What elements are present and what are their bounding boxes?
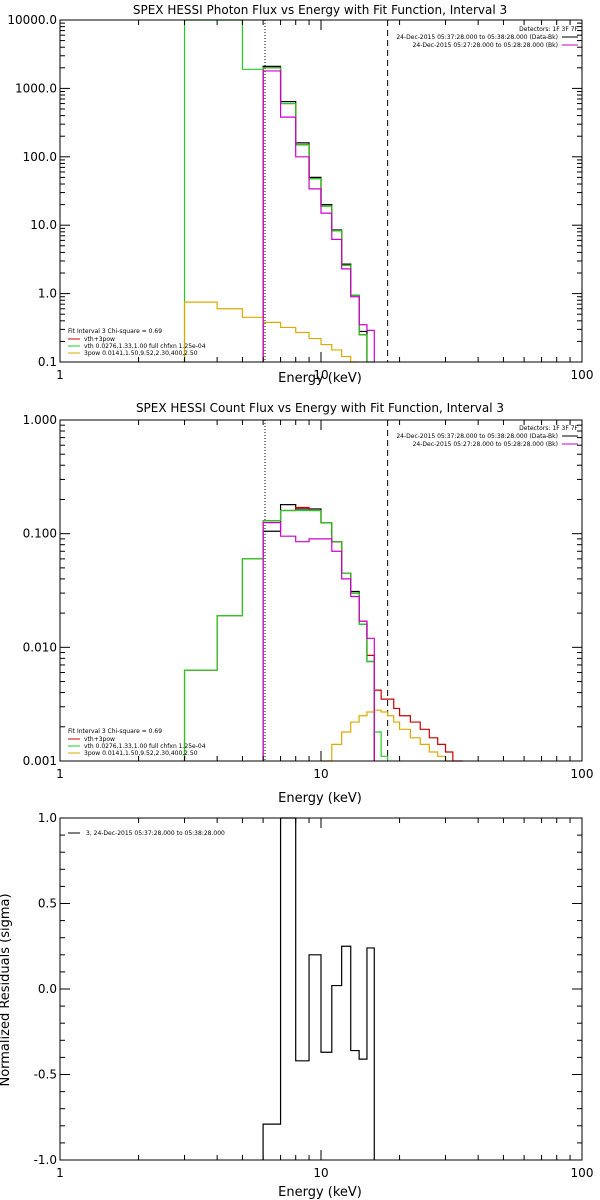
legend: 3, 24-Dec-2015 05:37:28.000 to 05:38:28.…	[68, 830, 225, 837]
series-vth-step-line	[183, 509, 389, 761]
plot-frame	[59, 419, 583, 762]
series-bk-step-line	[262, 70, 375, 362]
legend-residual: 3, 24-Dec-2015 05:37:28.000 to 05:38:28.…	[86, 830, 225, 837]
x-tick-label: 1	[56, 1166, 64, 1180]
background-interval-label: 24-Dec-2015 05:27:28.000 to 05:28:28.000…	[413, 441, 558, 448]
chart-title: SPEX HESSI Count Flux vs Energy with Fit…	[136, 401, 504, 415]
y-tick-label: 0.100	[23, 527, 57, 541]
y-tick-label: 100.0	[23, 150, 57, 164]
x-tick-label: 100	[571, 1166, 594, 1180]
y-tick-label: 0.1	[38, 355, 57, 369]
series-bk-step-line	[262, 522, 375, 761]
series-vth-3pow-step-line	[262, 67, 368, 362]
x-tick-label: 100	[571, 767, 594, 781]
x-axis-label: Energy (keV)	[278, 791, 362, 806]
background-interval-label: 24-Dec-2015 05:27:28.000 to 05:28:28.000…	[413, 42, 558, 49]
x-tick-label: 100	[571, 368, 594, 382]
y-tick-label: 1.0	[38, 287, 57, 301]
header-text: Detectors: 1F 3F 7F 24-Dec-2015 05:37:28…	[396, 425, 578, 448]
legend-vth: vth 0.0276,1.33,1.00 full chfxn 1.25e-04	[84, 743, 206, 750]
legend: Fit Interval 3 Chi-square = 0.69 vth+3po…	[68, 728, 206, 757]
y-axis-label: Normalized Residuals (sigma)	[0, 893, 13, 1086]
legend-3pow: 3pow 0.0141,1.50,9.52,2.30,400,2.50	[84, 750, 198, 757]
photon-flux-panel: SPEX HESSI Photon Flux vs Energy with Fi…	[7, 3, 593, 386]
axis-ticks: 1 10 100 -1.0 -0.5 0.0 0.5 1.0	[34, 811, 594, 1180]
legend-vth-3pow: vth+3pow	[84, 736, 115, 743]
legend-3pow: 3pow 0.0141,1.50,9.52,2.30,400,2.50	[84, 350, 198, 357]
data-interval-label: 24-Dec-2015 05:37:28.000 to 05:38:28.000…	[396, 433, 558, 440]
y-tick-label: 1.000	[23, 413, 57, 427]
header-text: Detectors: 1F 3F 7F 24-Dec-2015 05:37:28…	[396, 26, 578, 49]
legend: Fit Interval 3 Chi-square = 0.69 vth+3po…	[68, 328, 206, 357]
x-tick-label: 1	[56, 368, 64, 382]
data-interval-label: 24-Dec-2015 05:37:28.000 to 05:38:28.000…	[396, 34, 558, 41]
axis-ticks: 1 10 100 0.001 0.010 0.100 1.000	[23, 413, 594, 781]
x-tick-label: 10	[313, 1166, 328, 1180]
chart-title: SPEX HESSI Photon Flux vs Energy with Fi…	[133, 3, 507, 17]
y-tick-label: 0.5	[38, 897, 57, 911]
count-flux-panel: SPEX HESSI Count Flux vs Energy with Fit…	[23, 401, 594, 806]
series-residual-step-line	[262, 817, 375, 1160]
y-tick-label: 10.0	[30, 218, 57, 232]
y-tick-label: 0.010	[23, 640, 57, 654]
series-3pow-step-line	[321, 709, 453, 762]
chart-marks	[262, 817, 375, 1160]
x-axis-label: Energy (keV)	[278, 1185, 362, 1200]
legend-fit-interval: Fit Interval 3 Chi-square = 0.69	[68, 328, 162, 335]
residuals-panel: 1 10 100 -1.0 -0.5 0.0 0.5 1.0 Energy (keV) Nor…	[0, 811, 593, 1200]
legend-vth-3pow: vth+3pow	[84, 336, 115, 343]
x-axis-label: Energy (keV)	[278, 371, 362, 386]
chart-marks	[183, 420, 464, 762]
x-tick-label: 10	[313, 767, 328, 781]
y-tick-label: 10000.0	[7, 13, 57, 27]
y-tick-label: 1000.0	[15, 81, 57, 95]
detectors-label: Detectors: 1F 3F 7F	[519, 425, 578, 432]
series-vth-3pow-step-line	[183, 506, 464, 762]
y-tick-label: 0.0	[38, 982, 57, 996]
y-tick-label: -1.0	[34, 1153, 57, 1167]
y-tick-label: -0.5	[34, 1068, 57, 1082]
series-vth-step-line	[183, 19, 375, 363]
y-tick-label: 1.0	[38, 811, 57, 825]
detectors-label: Detectors: 1F 3F 7F	[519, 26, 578, 33]
legend-vth: vth 0.0276,1.33,1.00 full chfxn 1.25e-04	[84, 343, 206, 350]
y-tick-label: 0.001	[23, 754, 57, 768]
axis-ticks: 1 10 100 0.1 1.0 10.0 100.0 1000.0 10000.0	[7, 13, 593, 382]
series-3pow-step-line	[183, 301, 360, 363]
x-tick-label: 10	[313, 368, 328, 382]
series-data-bk-step-line	[262, 65, 368, 362]
chart-marks	[183, 19, 389, 363]
legend-fit-interval: Fit Interval 3 Chi-square = 0.69	[68, 728, 162, 735]
x-tick-label: 1	[56, 767, 64, 781]
